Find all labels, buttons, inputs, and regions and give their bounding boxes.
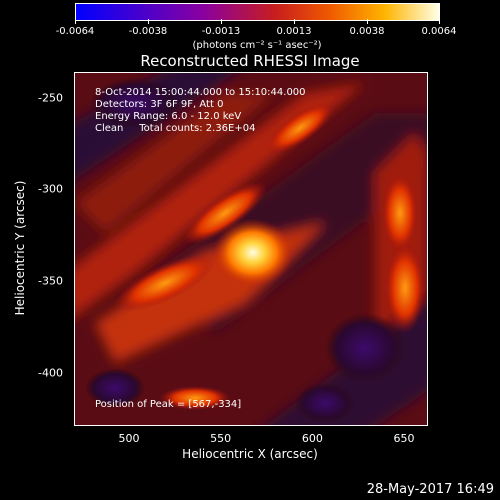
- x-tick-label: 550: [210, 432, 232, 445]
- y-axis-label: Heliocentric Y (arcsec): [13, 180, 27, 316]
- y-tick-label: -350: [38, 274, 63, 288]
- colorbar-tick-label: -0.0064: [55, 26, 95, 37]
- x-tick-label: 600: [301, 432, 323, 445]
- energy-range-label: Energy Range: 6.0 - 12.0 keV: [95, 111, 242, 122]
- colorbar-tick-mark: [367, 19, 368, 24]
- colorbar-tick-label: -0.0013: [201, 26, 241, 37]
- peak-source: [212, 218, 293, 287]
- time-range-label: 8-Oct-2014 15:00:44.000 to 15:10:44.000: [95, 87, 306, 98]
- detectors-label: Detectors: 3F 6F 9F, Att 0: [95, 99, 224, 110]
- colorbar-tick-label: 0.0013: [276, 26, 312, 37]
- colorbar-tick-mark: [439, 19, 440, 24]
- colorbar-tick-label: 0.0064: [421, 26, 457, 37]
- clean-counts-label: Clean Total counts: 2.36E+04: [95, 123, 256, 134]
- colorbar-tick-label: -0.0038: [128, 26, 168, 37]
- y-tick-label: -400: [38, 366, 63, 380]
- colorbar-tick-mark: [294, 19, 295, 24]
- peak-position-label: Position of Peak = [567,-334]: [95, 399, 242, 410]
- chart-title: Reconstructed RHESSI Image: [140, 52, 360, 70]
- timestamp: 28-May-2017 16:49: [366, 482, 494, 497]
- y-tick-label: -300: [38, 182, 63, 196]
- heatmap-image: [75, 73, 427, 425]
- colorbar-units: (photons cm⁻² s⁻¹ asec⁻²): [192, 40, 322, 51]
- colorbar-tick-mark: [221, 19, 222, 24]
- x-tick-label: 500: [118, 432, 140, 445]
- y-tick-label: -250: [38, 91, 63, 105]
- x-axis-label: Heliocentric X (arcsec): [182, 447, 318, 461]
- colorbar-tick-mark: [148, 19, 149, 24]
- plot-area: 8-Oct-2014 15:00:44.000 to 15:10:44.000 …: [74, 72, 428, 426]
- colorbar: [75, 3, 440, 21]
- colorbar-tick-mark: [75, 19, 76, 24]
- colorbar-tick-label: 0.0038: [349, 26, 385, 37]
- x-tick-label: 650: [393, 432, 415, 445]
